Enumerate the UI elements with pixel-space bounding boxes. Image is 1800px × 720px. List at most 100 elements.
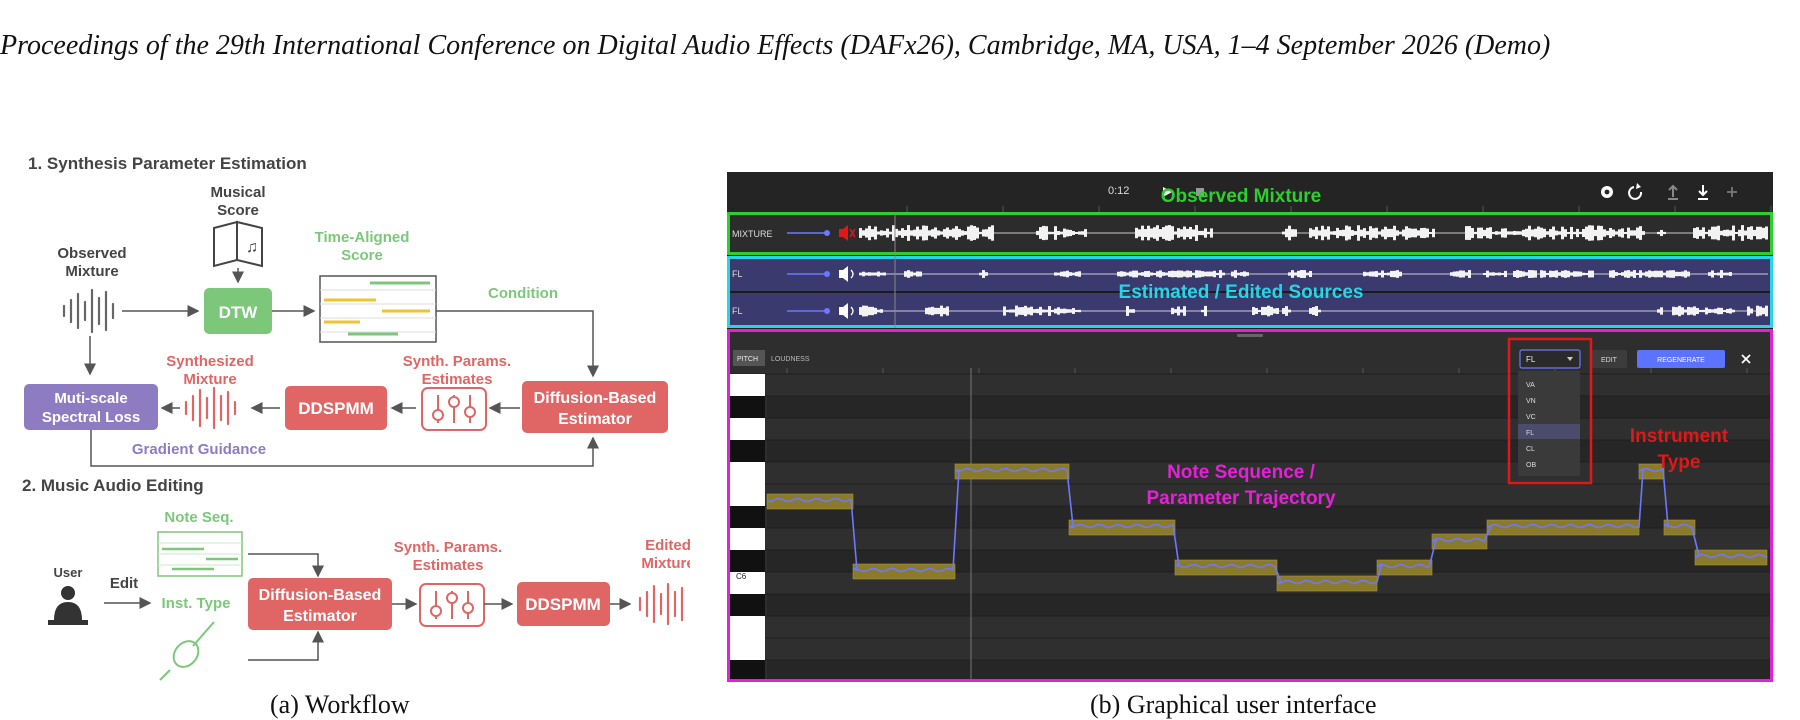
timeline-ruler (906, 206, 1772, 212)
play-icon[interactable] (1163, 187, 1172, 197)
instrument-options[interactable]: VA VN VC FL CL OB (1518, 382, 1580, 469)
edit-button[interactable] (1591, 350, 1627, 368)
musical-score-label: Musical (210, 184, 265, 201)
edit-diffusion-estimator-label: Diffusion-Based (259, 587, 382, 604)
edit-synth-params-label: Synth. Params. (394, 539, 502, 556)
settings-icon[interactable] (1601, 186, 1613, 198)
book-score-icon: ♫ (213, 220, 263, 268)
gradient-guidance-label: Gradient Guidance (132, 441, 266, 458)
download-icon[interactable] (1698, 185, 1708, 200)
proceedings-header: Proceedings of the 29th International Co… (0, 30, 1551, 61)
edit-label: Edit (110, 575, 138, 592)
mixture-waveform (859, 225, 1768, 241)
tab-pitch-label: PITCH (737, 356, 758, 363)
ddspmm-label: DDSPMM (298, 399, 374, 418)
edit-diffusion-estimator-label-2: Estimator (283, 608, 357, 625)
edit-synth-params-slider-icon (419, 583, 485, 627)
spectral-loss-label-2: Spectral Loss (42, 409, 140, 426)
chevron-down-icon (1567, 357, 1573, 361)
speaker-icon[interactable] (839, 303, 854, 319)
edited-mixture-label-2: Mixture (641, 555, 690, 572)
section2-title: 2. Music Audio Editing (22, 476, 204, 495)
upload-icon[interactable] (1668, 184, 1678, 200)
estimated-sources-highlight (727, 256, 1773, 328)
pitch-trajectory[interactable] (766, 467, 1768, 585)
spectral-loss-block (24, 384, 158, 430)
refresh-icon[interactable] (1628, 183, 1643, 200)
instrument-type-annotation: Instrument (1630, 426, 1729, 447)
observed-mixture-highlight (727, 212, 1773, 255)
instrument-option[interactable]: VN (1526, 398, 1536, 405)
synth-params-estimates-label-2: Estimates (422, 371, 493, 388)
source-2-volume-handle[interactable] (824, 308, 830, 314)
tab-loudness[interactable]: LOUDNESS (771, 356, 810, 363)
instrument-dropdown (1518, 371, 1580, 476)
time-aligned-score-label: Time-Aligned (315, 229, 410, 246)
synthesized-mixture-label: Synthesized (166, 353, 254, 370)
add-icon[interactable] (1727, 187, 1737, 197)
regenerate-button-label: REGENERATE (1657, 357, 1705, 364)
instrument-type-annotation-2: Type (1658, 452, 1701, 473)
speaker-icon[interactable] (839, 266, 854, 282)
condition-label: Condition (488, 285, 558, 302)
key-c6-label: C6 (736, 572, 747, 581)
instrument-select-value: FL (1526, 355, 1536, 364)
source-1-waveform (859, 270, 1768, 278)
observed-waveform-icon (62, 288, 115, 334)
edit-ddspmm-block (517, 582, 610, 626)
edit-diffusion-estimator-block (248, 578, 392, 630)
diffusion-estimator-label-2: Estimator (558, 411, 632, 428)
instrument-option[interactable]: OB (1526, 462, 1536, 469)
note-seq-icon (157, 531, 243, 577)
time-readout: 0:12 (1108, 185, 1129, 197)
diffusion-estimator-label: Diffusion-Based (534, 390, 657, 407)
user-label: User (54, 565, 83, 580)
caption-gui: (b) Graphical user interface (1090, 690, 1377, 719)
section1-title: 1. Synthesis Parameter Estimation (28, 154, 307, 173)
observed-mixture-annotation: Observed Mixture (1161, 186, 1322, 207)
edit-synth-params-label-2: Estimates (413, 557, 484, 574)
source-1-volume-handle[interactable] (824, 271, 830, 277)
resize-handle[interactable] (1237, 334, 1263, 337)
regenerate-button[interactable] (1637, 350, 1725, 368)
synthesized-waveform-icon (184, 386, 237, 430)
source-track-2-label: FL (732, 306, 743, 316)
instrument-option[interactable]: FL (1526, 430, 1534, 437)
estimated-sources-annotation: Estimated / Edited Sources (1119, 282, 1364, 303)
synth-params-estimates-label: Synth. Params. (403, 353, 511, 370)
mixture-volume-handle[interactable] (824, 230, 830, 236)
note-sequence-annotation: Note Sequence / (1167, 462, 1316, 483)
diffusion-estimator-block (522, 381, 668, 433)
stop-icon[interactable] (1196, 188, 1204, 196)
note-sequence-annotation-2: Parameter Trajectory (1146, 488, 1335, 509)
dtw-block (204, 288, 272, 334)
svg-text:♫: ♫ (246, 239, 258, 256)
instrument-option[interactable]: VA (1526, 382, 1535, 389)
instrument-option[interactable]: VC (1526, 414, 1536, 421)
dtw-label: DTW (219, 303, 259, 322)
time-aligned-score-label-2: Score (341, 247, 383, 264)
edited-mixture-label: Edited (645, 537, 690, 554)
muted-speaker-icon[interactable] (839, 225, 856, 241)
instrument-select[interactable] (1519, 349, 1581, 369)
violin-icon (159, 621, 215, 681)
close-icon[interactable] (1741, 354, 1751, 364)
note-seq-label: Note Seq. (164, 509, 233, 526)
instrument-type-highlight (1507, 337, 1593, 485)
instrument-option[interactable]: CL (1526, 446, 1535, 453)
ddspmm-block (285, 386, 387, 430)
note-sequence-highlight (727, 329, 1773, 682)
mixture-track-label: MIXTURE (732, 229, 773, 239)
spectral-loss-label: Muti-scale (54, 390, 127, 407)
synth-params-slider-icon (421, 387, 487, 431)
caption-workflow: (a) Workflow (270, 690, 410, 719)
source-track-1-label: FL (732, 269, 743, 279)
source-2-waveform (859, 305, 1768, 317)
piano-keys[interactable] (727, 374, 765, 682)
piano-roll-score-icon (319, 275, 437, 343)
inst-type-label: Inst. Type (162, 595, 231, 612)
tab-pitch[interactable] (733, 350, 765, 366)
gui-screenshot: 0:12 Observed Mixture MIXTURE (727, 172, 1773, 682)
user-icon (48, 586, 88, 625)
observed-mixture-label: Observed (57, 245, 126, 262)
